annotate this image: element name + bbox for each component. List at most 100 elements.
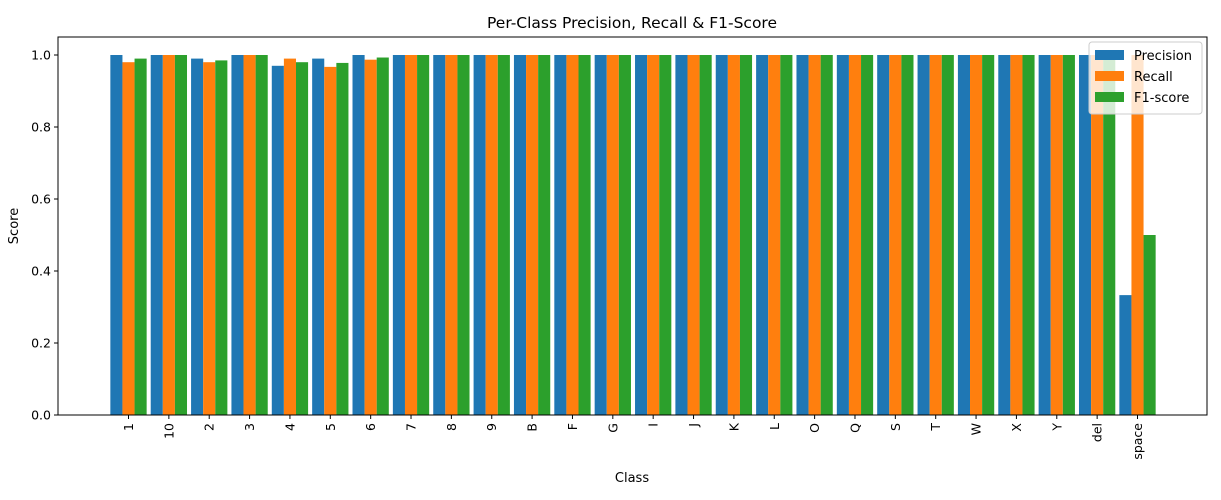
bar-recall-X: [1010, 55, 1023, 415]
bar-f1-score-10: [174, 55, 188, 415]
bar-f1-score-space: [1143, 235, 1156, 415]
bar-f1-score-X: [1022, 55, 1035, 415]
bar-f1-score-7: [417, 55, 430, 415]
bar-recall-G: [606, 55, 619, 415]
bar-precision-9: [473, 55, 486, 415]
bar-recall-6: [364, 59, 377, 416]
bar-f1-score-del: [1103, 55, 1116, 415]
y-tick-label: 0.2: [31, 336, 51, 351]
bar-f1-score-J: [699, 55, 712, 415]
x-tick-label-5: 5: [323, 423, 338, 431]
bar-precision-space: [1119, 295, 1132, 415]
bar-recall-Y: [1050, 55, 1063, 415]
bar-recall-T: [929, 55, 942, 415]
bar-precision-5: [312, 58, 325, 415]
legend-swatch-f1-score: [1095, 92, 1124, 102]
bar-recall-2: [203, 62, 216, 415]
legend-label-f1-score: F1-score: [1134, 91, 1189, 106]
bar-precision-S: [877, 55, 890, 415]
legend-swatch-precision: [1095, 50, 1124, 60]
bar-recall-L: [768, 55, 781, 415]
bar-precision-7: [392, 55, 405, 415]
bar-precision-O: [796, 55, 809, 415]
bar-recall-5: [324, 66, 337, 415]
bar-f1-score-3: [255, 55, 268, 415]
bar-f1-score-T: [941, 55, 954, 415]
x-tick-label-9: 9: [484, 423, 499, 431]
bar-precision-Y: [1038, 55, 1051, 415]
bar-recall-B: [526, 55, 539, 415]
x-tick-label-J: J: [686, 423, 701, 428]
x-tick-label-S: S: [888, 423, 903, 431]
x-tick-label-Y: Y: [1049, 423, 1064, 432]
y-tick-label: 1.0: [31, 48, 51, 63]
chart-title: Per-Class Precision, Recall & F1-Score: [487, 14, 777, 32]
bar-precision-I: [635, 55, 648, 415]
x-tick-label-4: 4: [282, 423, 297, 431]
bar-recall-3: [243, 55, 256, 415]
plot-frame: [57, 36, 1208, 416]
x-tick-label-G: G: [605, 423, 620, 433]
bar-precision-X: [998, 55, 1011, 415]
bar-f1-score-Q: [861, 55, 874, 415]
x-axis-label: Class: [615, 471, 649, 486]
x-tick-label-L: L: [767, 423, 782, 430]
bar-f1-score-1: [134, 58, 147, 415]
x-tick-label-1: 1: [121, 423, 136, 431]
bar-recall-1: [122, 62, 135, 415]
bar-recall-F: [566, 55, 579, 415]
bar-f1-score-K: [739, 55, 753, 415]
bar-precision-3: [231, 55, 244, 415]
bar-f1-score-O: [820, 55, 833, 415]
bar-recall-O: [808, 55, 821, 415]
x-tick-label-6: 6: [363, 423, 378, 431]
bar-recall-10: [162, 55, 175, 415]
legend-label-recall: Recall: [1134, 70, 1173, 85]
y-tick-label: 0.6: [31, 192, 51, 207]
x-tick-label-space: space: [1130, 423, 1145, 460]
bar-precision-G: [594, 55, 607, 415]
bar-recall-4: [283, 58, 296, 415]
bar-recall-9: [485, 55, 498, 415]
bar-f1-score-8: [457, 55, 470, 415]
bar-precision-del: [1078, 55, 1092, 415]
bar-recall-space: [1131, 55, 1144, 415]
bar-f1-score-9: [497, 55, 510, 415]
bar-f1-score-W: [982, 55, 995, 415]
bar-precision-4: [271, 65, 284, 416]
bar-f1-score-5: [336, 62, 349, 416]
x-tick-label-I: I: [646, 423, 661, 427]
bar-f1-score-2: [215, 60, 228, 416]
bar-precision-B: [513, 55, 527, 415]
bar-f1-score-L: [780, 55, 793, 415]
bar-precision-8: [433, 55, 446, 415]
bar-precision-F: [554, 55, 567, 415]
bar-precision-10: [150, 55, 163, 415]
y-tick-label: 0.8: [31, 120, 51, 135]
x-tick-label-K: K: [726, 422, 741, 431]
bar-recall-W: [970, 55, 983, 415]
bar-precision-6: [352, 55, 365, 415]
bar-recall-J: [687, 55, 700, 415]
y-axis: 0.0 0.2 0.4 0.6 0.8 1.0: [31, 48, 58, 423]
bar-recall-K: [727, 55, 740, 415]
bar-precision-K: [715, 55, 728, 415]
x-tick-label-3: 3: [242, 423, 257, 431]
bar-recall-del: [1091, 55, 1104, 415]
legend-swatch-recall: [1095, 71, 1124, 81]
bar-f1-score-F: [578, 55, 591, 415]
bar-f1-score-I: [659, 55, 672, 415]
bar-f1-score-4: [295, 62, 309, 415]
bar-recall-S: [889, 55, 902, 415]
x-tick-label-7: 7: [404, 423, 419, 431]
bar-precision-2: [191, 58, 204, 415]
bar-precision-W: [957, 55, 971, 415]
bar-precision-Q: [836, 55, 849, 415]
legend: Precision Recall F1-score: [1088, 41, 1203, 115]
x-tick-label-F: F: [565, 423, 580, 430]
x-tick-label-O: O: [807, 423, 822, 433]
bar-recall-7: [404, 55, 418, 415]
x-tick-label-T: T: [928, 423, 943, 432]
x-tick-label-8: 8: [444, 423, 459, 431]
